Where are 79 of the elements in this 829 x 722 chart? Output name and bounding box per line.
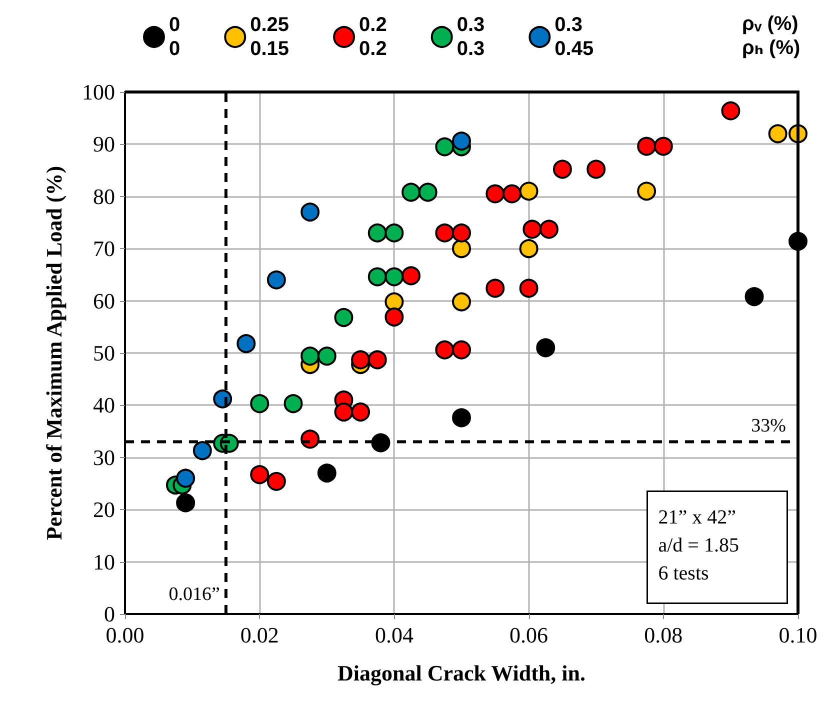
legend-label: 0.2 0.2 (359, 14, 387, 60)
x-axis-title: Diagonal Crack Width, in. (338, 660, 586, 686)
point (384, 223, 404, 242)
point (452, 132, 471, 151)
point (435, 223, 454, 242)
point (486, 278, 505, 298)
point (519, 239, 538, 258)
y-tick-label: 80 (93, 184, 115, 209)
point (317, 346, 336, 366)
legend-label: 0.3 0.3 (456, 14, 485, 60)
x-tick-label: 0.08 (644, 622, 683, 648)
point (334, 402, 354, 422)
legend-title: ρᵥ (%) ρₕ (%) (742, 13, 800, 59)
point (519, 278, 538, 298)
x-tick-label: 0.02 (240, 622, 279, 648)
point (721, 101, 740, 120)
point (176, 493, 196, 512)
point (250, 465, 270, 484)
point (586, 160, 606, 179)
point (452, 408, 471, 428)
point (351, 402, 370, 422)
point (384, 307, 404, 326)
point (284, 394, 303, 414)
point (300, 346, 320, 366)
point (368, 350, 387, 370)
point (418, 182, 438, 202)
legend-label: 0.25 0.15 (250, 14, 290, 60)
point (768, 124, 788, 144)
point (744, 287, 764, 306)
x-tick-label: 0.04 (374, 622, 414, 648)
point (317, 464, 336, 483)
point (384, 267, 404, 286)
y-tick-label: 60 (93, 288, 115, 314)
point (637, 182, 656, 201)
y-axis-title: Percent of Maximum Applied Load (%) (42, 166, 66, 540)
annotation: 21” x 42” a/d = 1.85 6 tests (658, 506, 739, 584)
point (384, 292, 404, 312)
point (368, 267, 387, 286)
point (540, 220, 558, 239)
point (368, 223, 387, 242)
point (176, 468, 196, 488)
point (402, 266, 421, 286)
point (236, 334, 256, 354)
point (452, 223, 471, 242)
ref-line-label: 33% (751, 416, 786, 437)
point (452, 239, 471, 258)
point (402, 182, 421, 202)
y-tick-label: 100 (82, 80, 115, 104)
point (536, 338, 556, 358)
y-tick-label: 10 (93, 549, 115, 574)
point (250, 394, 270, 414)
y-tick-label: 30 (93, 444, 115, 470)
point (552, 160, 572, 179)
y-tick-label: 50 (93, 340, 115, 366)
point (486, 184, 505, 204)
point (452, 340, 471, 360)
ref-line-label: 0.016” (168, 584, 220, 605)
point (452, 292, 471, 312)
point (522, 220, 542, 239)
point (334, 308, 354, 327)
point (502, 184, 522, 204)
y-tick-label: 20 (93, 497, 115, 522)
point (435, 137, 454, 156)
point (654, 136, 673, 156)
point (637, 136, 656, 156)
x-tick-label: 0.06 (510, 622, 548, 648)
point (300, 202, 320, 222)
y-tick-label: 40 (93, 392, 115, 418)
point (351, 350, 370, 370)
x-tick-label: 0.10 (778, 622, 818, 648)
y-tick-label: 90 (93, 132, 115, 157)
point (519, 182, 538, 201)
y-tick-label: 70 (93, 236, 115, 262)
point (266, 270, 286, 290)
point (192, 441, 212, 460)
point (435, 340, 454, 360)
legend-label: 0.3 0.45 (554, 14, 594, 60)
legend-label: 0 0 (169, 14, 180, 60)
point (266, 472, 286, 491)
